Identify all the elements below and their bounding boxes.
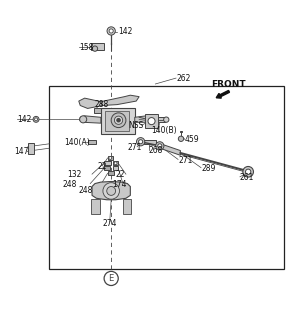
Text: E: E [109,274,114,283]
Circle shape [109,156,112,159]
Text: 147: 147 [14,147,29,156]
Bar [113,161,118,165]
Bar [105,111,129,131]
Text: 271: 271 [128,143,142,152]
Bar [94,108,102,113]
Circle shape [104,271,118,285]
Circle shape [107,27,115,35]
Text: 22: 22 [116,170,125,179]
Text: 459: 459 [185,135,200,144]
Circle shape [107,187,116,195]
Text: 22: 22 [97,162,107,171]
Circle shape [114,162,117,165]
Text: 248: 248 [62,180,77,189]
Bar [145,114,158,128]
Text: 140(A): 140(A) [64,139,90,148]
Bar [91,43,104,51]
Text: 268: 268 [149,146,163,155]
Text: FRONT: FRONT [211,80,246,89]
Bar [123,199,131,214]
Circle shape [103,183,119,199]
Text: 142: 142 [118,27,132,36]
Polygon shape [135,116,151,122]
Text: 261: 261 [240,173,254,182]
Text: 262: 262 [177,75,191,84]
Bar [108,156,113,160]
Text: 288: 288 [94,100,109,108]
Circle shape [33,116,39,122]
Text: 132: 132 [67,170,81,179]
Circle shape [245,169,251,174]
Bar [101,108,135,134]
Circle shape [158,144,162,148]
Bar [28,143,34,154]
Bar [113,166,118,170]
Circle shape [164,117,169,122]
Bar [158,117,165,122]
Bar [108,171,114,175]
Polygon shape [160,143,180,155]
Bar [88,140,96,144]
Polygon shape [79,98,102,108]
Circle shape [92,46,98,51]
Bar [91,199,100,214]
Circle shape [136,138,145,146]
Text: 289: 289 [201,164,215,173]
Polygon shape [92,181,130,200]
Bar [104,166,110,170]
Text: 274: 274 [103,219,118,228]
Polygon shape [80,116,101,123]
Circle shape [109,29,113,33]
Bar [49,86,284,269]
Text: 142: 142 [17,115,32,124]
Circle shape [139,140,143,144]
Polygon shape [101,95,139,106]
Circle shape [178,136,184,141]
Text: NSS: NSS [128,121,143,130]
Text: 271: 271 [178,156,192,164]
Text: 140(B): 140(B) [151,126,177,135]
Circle shape [156,142,164,150]
Circle shape [111,113,126,128]
Circle shape [35,118,38,121]
Circle shape [80,116,87,123]
Bar [144,140,156,144]
Bar [180,131,182,132]
Circle shape [148,117,155,125]
Text: 248: 248 [79,186,93,195]
Bar [104,161,111,165]
Circle shape [115,116,123,124]
Circle shape [243,166,253,177]
FancyArrow shape [216,91,229,98]
Text: 174: 174 [112,180,127,189]
Text: 158: 158 [80,43,94,52]
Circle shape [117,118,120,122]
